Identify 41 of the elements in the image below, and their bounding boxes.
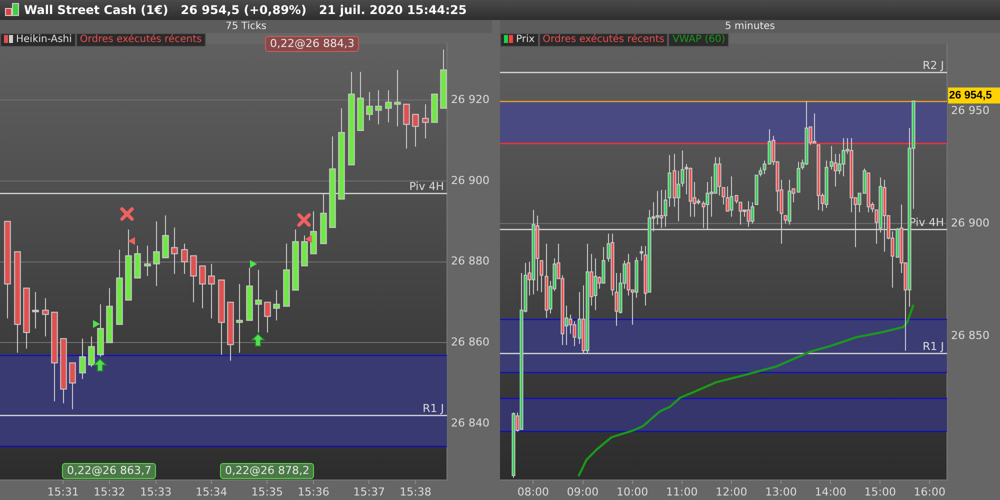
annotation: Ordres exécutés récents	[538, 33, 668, 47]
annotation: 0,22@26 863,7	[62, 463, 156, 479]
x-tick-label: 15:35	[251, 485, 283, 498]
x-tick-label: 10:00	[616, 485, 648, 498]
chart-subtitle: 75 Ticks	[0, 20, 492, 33]
x-tick-label: 15:38	[400, 485, 432, 498]
x-tick-label: 15:37	[353, 485, 385, 498]
y-tick-label: 26 860	[451, 335, 490, 348]
x-tick-label: 15:00	[864, 485, 896, 498]
x-tick-label: 16:00	[914, 485, 946, 498]
x-tick-label: 15:32	[94, 485, 126, 498]
x-tick-label: 12:00	[716, 485, 748, 498]
ref-line-label: R2 J	[922, 58, 944, 72]
x-tick-label: 11:00	[666, 485, 698, 498]
x-tick-label: 15:31	[47, 485, 79, 498]
y-tick-label: 26 850	[951, 328, 990, 342]
ref-line-label: Piv 4H	[409, 180, 444, 193]
text: VWAP (60)	[672, 34, 726, 45]
x-tick-label: 15:36	[298, 485, 330, 498]
annotation: 0,22@26 884,3	[265, 36, 360, 52]
chart-title: Wall Street Cash (1€) 26 954,5 (+0,89%) 21 juil. 2020 15:44:25	[24, 2, 467, 19]
annotation: 0,22@26 878,2	[220, 463, 314, 479]
y-tick-label: 26 920	[451, 93, 490, 106]
y-tick-label: 26 900	[451, 174, 490, 187]
x-tick-label: 09:00	[566, 485, 599, 498]
ref-line-label: R1 J	[422, 402, 444, 415]
x-tick-label: 15:33	[140, 485, 172, 498]
x-tick-label: 08:00	[517, 485, 550, 498]
x-tick-label: 13:00	[765, 485, 797, 498]
x-tick-label: 15:34	[196, 485, 228, 498]
legend-label: Prix	[516, 34, 535, 45]
x-tick-label: 14:00	[814, 485, 846, 498]
legend-label: Heikin-Ashi	[16, 34, 72, 45]
ref-line-label: 26 954,5	[949, 90, 992, 102]
y-tick-label: 26 900	[951, 216, 990, 230]
y-tick-label: 26 880	[451, 254, 490, 268]
annotation: Ordres exécutés récents	[76, 33, 206, 47]
ref-line-label: R1 J	[922, 340, 944, 353]
y-tick-label: 26 950	[951, 104, 990, 117]
chart-subtitle: 5 minutes	[500, 20, 1000, 33]
y-tick-label: 26 840	[451, 416, 490, 430]
